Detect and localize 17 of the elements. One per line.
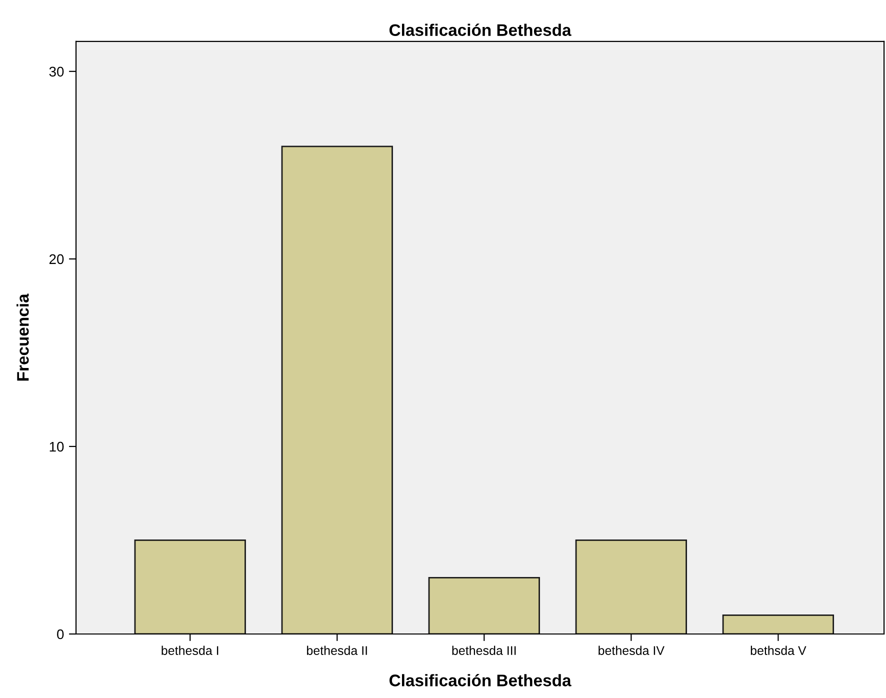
- bar: [722, 614, 834, 634]
- x-axis-title: Clasificación Bethesda: [389, 674, 572, 686]
- y-axis-title: Frecuencia: [16, 294, 29, 381]
- bar: [428, 577, 540, 634]
- x-tick-label: bethesda IV: [598, 646, 664, 655]
- bar: [575, 540, 687, 634]
- x-tick-label: bethesda III: [452, 646, 516, 655]
- y-tick-label: 0: [57, 629, 64, 640]
- y-tick-label: 30: [49, 66, 64, 77]
- y-tick-label: 20: [49, 254, 64, 264]
- x-tick-label: bethesda II: [307, 646, 367, 655]
- bar: [134, 540, 246, 634]
- y-tick-label: 10: [50, 442, 64, 452]
- x-tick-label: bethsda V: [750, 646, 806, 655]
- chart-title: Clasificación Bethesda: [389, 24, 572, 36]
- x-tick-label: bethesda I: [162, 646, 218, 655]
- bar: [281, 146, 393, 634]
